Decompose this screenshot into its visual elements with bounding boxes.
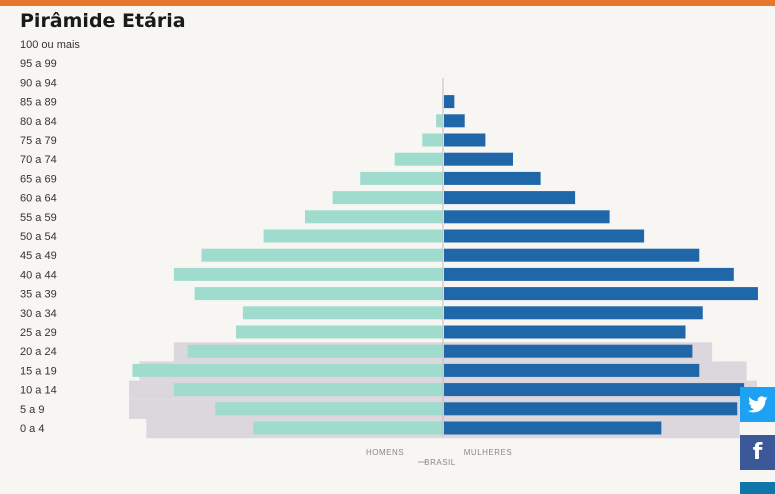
age-group-label: 90 a 94 bbox=[20, 77, 57, 89]
men-bar bbox=[187, 344, 443, 358]
age-group-label: 25 a 29 bbox=[20, 327, 57, 339]
age-group-label: 10 a 14 bbox=[20, 385, 57, 397]
men-bar bbox=[263, 229, 443, 243]
men-bar bbox=[215, 402, 443, 416]
women-bar bbox=[444, 325, 686, 339]
age-group-label: 20 a 24 bbox=[20, 346, 57, 358]
women-bar bbox=[444, 402, 738, 416]
age-group-label: 50 a 54 bbox=[20, 231, 57, 243]
age-group-label: 65 a 69 bbox=[20, 173, 57, 185]
women-bar bbox=[444, 267, 734, 281]
legend-women: MULHERES bbox=[464, 448, 512, 457]
men-bar bbox=[194, 287, 443, 301]
men-bar bbox=[253, 421, 443, 435]
women-bar bbox=[444, 421, 662, 435]
age-group-label: 75 a 79 bbox=[20, 135, 57, 147]
age-group-label: 0 a 4 bbox=[20, 423, 44, 435]
women-bar bbox=[444, 171, 541, 185]
men-bar bbox=[132, 363, 443, 377]
women-bar bbox=[444, 114, 465, 128]
age-group-label: 85 a 89 bbox=[20, 97, 57, 109]
men-bar bbox=[305, 210, 443, 224]
women-bar bbox=[444, 363, 700, 377]
women-bar bbox=[444, 152, 513, 166]
men-bar bbox=[201, 248, 443, 262]
men-bar bbox=[332, 191, 443, 205]
women-bar bbox=[444, 210, 610, 224]
men-bar bbox=[436, 114, 443, 128]
men-bar bbox=[242, 306, 443, 320]
men-bar bbox=[173, 383, 443, 397]
age-group-label: 95 a 99 bbox=[20, 58, 57, 70]
age-group-label: 40 a 44 bbox=[20, 269, 57, 281]
age-group-label: 55 a 59 bbox=[20, 212, 57, 224]
age-group-label: 30 a 34 bbox=[20, 308, 57, 320]
age-group-label: 100 ou mais bbox=[20, 39, 80, 51]
twitter-share-button[interactable] bbox=[740, 387, 775, 422]
women-bar bbox=[444, 248, 700, 262]
women-bar bbox=[444, 95, 455, 109]
men-bar bbox=[236, 325, 443, 339]
twitter-bird-icon bbox=[747, 395, 768, 412]
top-accent-bar bbox=[0, 0, 775, 6]
women-bar bbox=[444, 383, 745, 397]
linkedin-share-button[interactable] bbox=[740, 482, 775, 494]
men-bar bbox=[394, 152, 443, 166]
age-group-label: 80 a 84 bbox=[20, 116, 57, 128]
age-group-label: 15 a 19 bbox=[20, 365, 57, 377]
age-group-label: 45 a 49 bbox=[20, 250, 57, 262]
women-bar bbox=[444, 229, 645, 243]
facebook-share-button[interactable]: f bbox=[740, 435, 775, 470]
women-bar bbox=[444, 191, 576, 205]
women-bar bbox=[444, 133, 486, 147]
women-bar bbox=[444, 344, 693, 358]
men-bar bbox=[422, 133, 443, 147]
men-bar bbox=[173, 267, 443, 281]
legend-men: HOMENS bbox=[366, 448, 404, 457]
age-group-label: 60 a 64 bbox=[20, 193, 57, 205]
age-group-label: 70 a 74 bbox=[20, 154, 57, 166]
legend-brazil: BRASIL bbox=[424, 458, 456, 467]
age-group-label: 5 a 9 bbox=[20, 404, 44, 416]
women-bar bbox=[444, 306, 703, 320]
men-bar bbox=[360, 171, 443, 185]
chart-title: Pirâmide Etária bbox=[20, 10, 186, 32]
facebook-icon: f bbox=[752, 440, 763, 465]
women-bar bbox=[444, 287, 758, 301]
age-group-label: 35 a 39 bbox=[20, 289, 57, 301]
